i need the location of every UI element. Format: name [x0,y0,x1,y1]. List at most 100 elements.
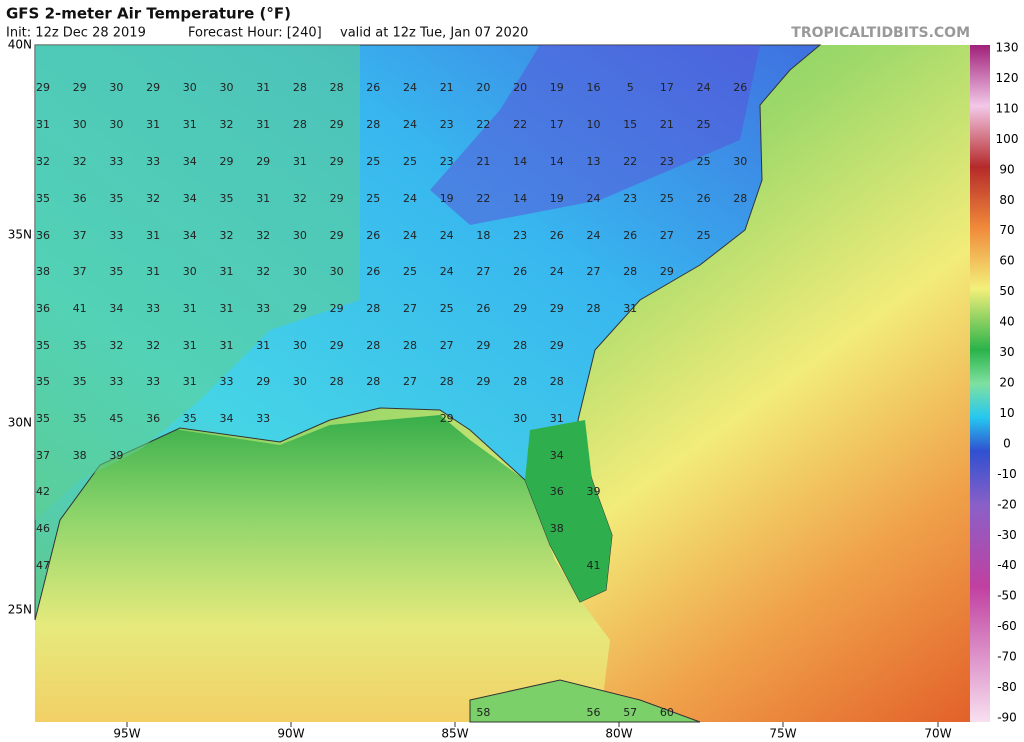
temperature-label: 30 [293,265,307,278]
temperature-label: 34 [220,412,234,425]
temperature-label: 29 [476,339,490,352]
brand: TROPICALTIDBITS.COM [791,25,970,41]
temperature-label: 29 [550,339,564,352]
temperature-label: 26 [366,265,380,278]
temperature-label: 24 [587,192,601,205]
colorbar [970,45,990,722]
temperature-label: 10 [587,118,601,131]
temperature-label: 45 [109,412,123,425]
temperature-label: 25 [366,192,380,205]
temperature-label: 29 [36,81,50,94]
longitude-label: 70W [924,727,951,741]
temperature-label: 33 [146,155,160,168]
longitude-label: 80W [605,727,632,741]
temperature-label: 31 [256,339,270,352]
colorbar-label: -30 [997,528,1017,542]
colorbar-label: -40 [997,558,1017,572]
temperature-label: 36 [550,485,564,498]
temperature-label: 32 [146,339,160,352]
colorbar-label: 40 [999,315,1014,329]
temperature-label: 17 [550,118,564,131]
temperature-label: 26 [623,229,637,242]
temperature-label: 35 [36,412,50,425]
longitude-label: 90W [277,727,304,741]
temperature-label: 17 [660,81,674,94]
temperature-label: 24 [403,118,417,131]
temperature-label: 32 [256,229,270,242]
temperature-label: 47 [36,559,50,572]
temperature-label: 56 [587,706,601,719]
init: Init: 12z Dec 28 2019 [6,26,146,41]
colorbar-label: 20 [999,376,1014,390]
temperature-label: 34 [550,449,564,462]
temperature-label: 32 [36,155,50,168]
temperature-label: 36 [36,302,50,315]
temperature-label: 31 [256,118,270,131]
temperature-label: 30 [293,229,307,242]
temperature-label: 25 [660,192,674,205]
temperature-label: 32 [73,155,87,168]
colorbar-label: -20 [997,497,1017,511]
temperature-label: 42 [36,485,50,498]
temperature-label: 31 [183,339,197,352]
temperature-label: 22 [513,118,527,131]
temperature-label: 32 [146,192,160,205]
temperature-label: 27 [403,302,417,315]
temperature-label: 23 [440,155,454,168]
temperature-label: 27 [440,339,454,352]
temperature-label: 28 [440,375,454,388]
temperature-label: 32 [109,339,123,352]
temperature-label: 30 [183,265,197,278]
temperature-label: 41 [73,302,87,315]
temperature-label: 29 [330,302,344,315]
temperature-label: 33 [109,155,123,168]
temperature-label: 46 [36,522,50,535]
temperature-label: 29 [330,229,344,242]
temperature-label: 26 [550,229,564,242]
temperature-label: 31 [36,118,50,131]
temperature-label: 13 [587,155,601,168]
temperature-label: 22 [476,118,490,131]
temperature-label: 21 [440,81,454,94]
temperature-label: 28 [293,81,307,94]
temperature-label: 33 [146,302,160,315]
temperature-label: 34 [183,229,197,242]
colorbar-label: 100 [996,132,1019,146]
temperature-label: 33 [109,229,123,242]
temperature-label: 29 [660,265,674,278]
temperature-label: 30 [73,118,87,131]
temperature-label: 38 [36,265,50,278]
temperature-label: 31 [220,302,234,315]
colorbar-label: 60 [999,254,1014,268]
temperature-label: 16 [587,81,601,94]
temperature-label: 36 [146,412,160,425]
temperature-label: 29 [256,375,270,388]
temperature-label: 23 [440,118,454,131]
temperature-label: 19 [440,192,454,205]
temperature-label: 58 [476,706,490,719]
florida [525,420,612,602]
temperature-label: 5 [627,81,634,94]
temperature-label: 25 [697,118,711,131]
temperature-label: 25 [366,155,380,168]
temperature-label: 30 [109,81,123,94]
temperature-label: 26 [366,229,380,242]
temperature-label: 32 [220,229,234,242]
temperature-label: 26 [697,192,711,205]
temperature-label: 25 [440,302,454,315]
temperature-label: 39 [587,485,601,498]
colorbar-label: 30 [999,345,1014,359]
temperature-label: 31 [183,118,197,131]
temperature-label: 30 [513,412,527,425]
temperature-label: 34 [109,302,123,315]
temperature-label: 24 [587,229,601,242]
temperature-label: 39 [109,449,123,462]
temperature-label: 29 [330,155,344,168]
temperature-label: 37 [36,449,50,462]
temperature-label: 27 [403,375,417,388]
temperature-label: 31 [220,339,234,352]
temperature-label: 30 [109,118,123,131]
temperature-label: 28 [513,339,527,352]
temperature-label: 38 [550,522,564,535]
